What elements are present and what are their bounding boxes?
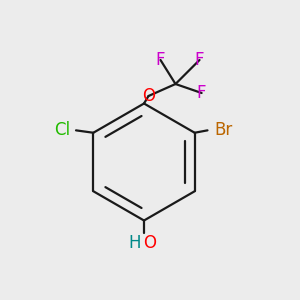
Text: Br: Br [214,121,232,139]
Text: F: F [197,84,206,102]
Text: F: F [156,51,165,69]
Text: O: O [143,234,157,252]
Text: O: O [142,87,155,105]
Text: H: H [128,234,141,252]
Text: Cl: Cl [54,121,70,139]
Text: F: F [195,51,204,69]
